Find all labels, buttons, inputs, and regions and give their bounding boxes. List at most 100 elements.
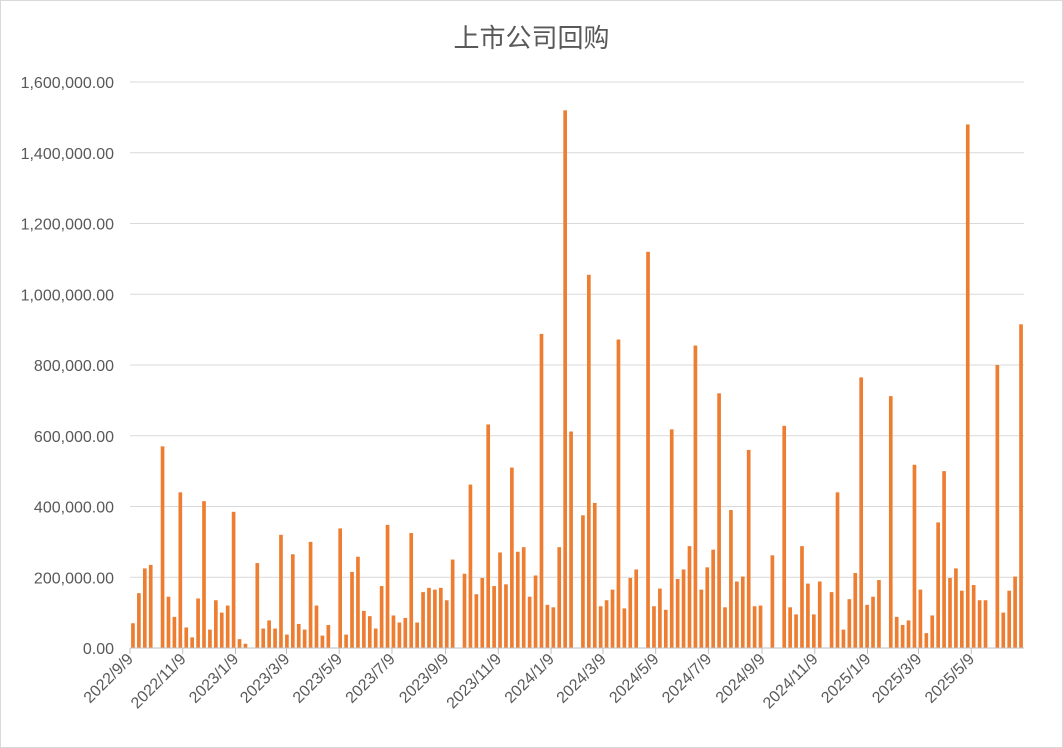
bar [723,607,727,648]
bar [717,393,721,648]
bar [433,589,437,648]
bar [581,515,585,648]
bar [480,577,485,648]
bar [219,612,224,649]
bar [954,568,958,648]
bar [279,534,283,648]
bar [468,484,473,648]
bar [498,552,502,648]
bar [539,333,544,648]
bar [415,622,419,648]
x-tick-label: 2022/9/9 [81,651,137,707]
bar [427,587,431,648]
gridlines [130,81,1024,578]
bar [616,339,621,648]
bar [646,251,650,649]
bar [202,501,206,648]
y-tick-label: 1,400,000.00 [21,146,115,163]
bar [699,589,704,648]
x-tick-label: 2023/11/9 [444,651,506,713]
bar [598,606,603,648]
bar [131,623,135,648]
bar [894,616,899,648]
bar [936,522,940,648]
bar [960,590,964,648]
bar [137,593,141,648]
bar [794,614,798,648]
bar [693,345,698,648]
bar [930,615,935,648]
bar [356,556,360,648]
bar [214,600,218,648]
x-tick-label: 2023/3/9 [237,651,293,707]
bar [711,549,716,648]
bar [906,620,911,648]
bar [829,592,834,648]
bar [326,625,331,648]
bar [148,564,153,648]
bar [492,586,496,648]
bar [782,425,787,648]
bar [391,615,396,648]
bar [658,588,662,648]
bar [942,471,946,649]
bar [817,581,822,648]
bar [681,569,686,648]
bar [853,573,858,648]
bar [811,614,816,648]
bar [652,606,656,648]
x-tick-label: 2024/9/9 [713,651,769,707]
bar [243,643,248,648]
bar [871,596,875,648]
x-tick-label: 2024/3/9 [554,651,610,707]
bar [421,592,425,648]
bar [770,555,775,648]
bar [225,605,230,648]
bar [510,467,514,648]
bar [385,524,390,648]
bar [261,628,266,648]
bar [362,610,366,648]
bar [587,274,591,648]
bar [314,605,319,648]
bar [350,571,354,648]
bar [504,584,508,648]
bar [847,599,852,648]
bar [1001,612,1006,649]
bar [983,600,988,648]
bar [379,586,384,648]
bar [285,634,289,648]
y-axis-tick-labels: 0.00 200,000.00 400,000.00 600,000.00 800,00… [21,75,115,658]
x-tick-label: 2025/5/9 [922,651,978,707]
bar [888,396,893,648]
x-tick-label: 2025/1/9 [818,651,874,707]
bar [474,594,479,648]
bar [296,623,301,648]
bar [557,547,562,648]
bar [533,575,538,648]
bar [273,628,277,648]
bar [569,431,573,648]
bar [545,604,550,648]
x-tick-label: 2024/7/9 [659,651,715,707]
bar [290,554,295,648]
y-tick-label: 1,000,000.00 [21,287,115,304]
x-tick-label: 2022/11/9 [128,651,190,713]
x-axis-tick-labels: 2022/9/92022/11/92023/1/92023/3/92023/5/… [81,648,978,712]
y-tick-label: 0.00 [83,641,114,658]
bar [705,567,710,648]
bar [486,424,491,648]
bar [746,449,751,648]
bar [190,637,194,648]
bar [628,577,633,648]
y-tick-label: 800,000.00 [34,358,114,375]
bar [172,616,177,648]
bar [527,596,532,648]
bar [788,607,792,648]
bar [320,635,325,648]
bar [758,605,763,648]
bar [604,600,609,648]
bar [344,634,348,648]
bar [729,510,733,648]
